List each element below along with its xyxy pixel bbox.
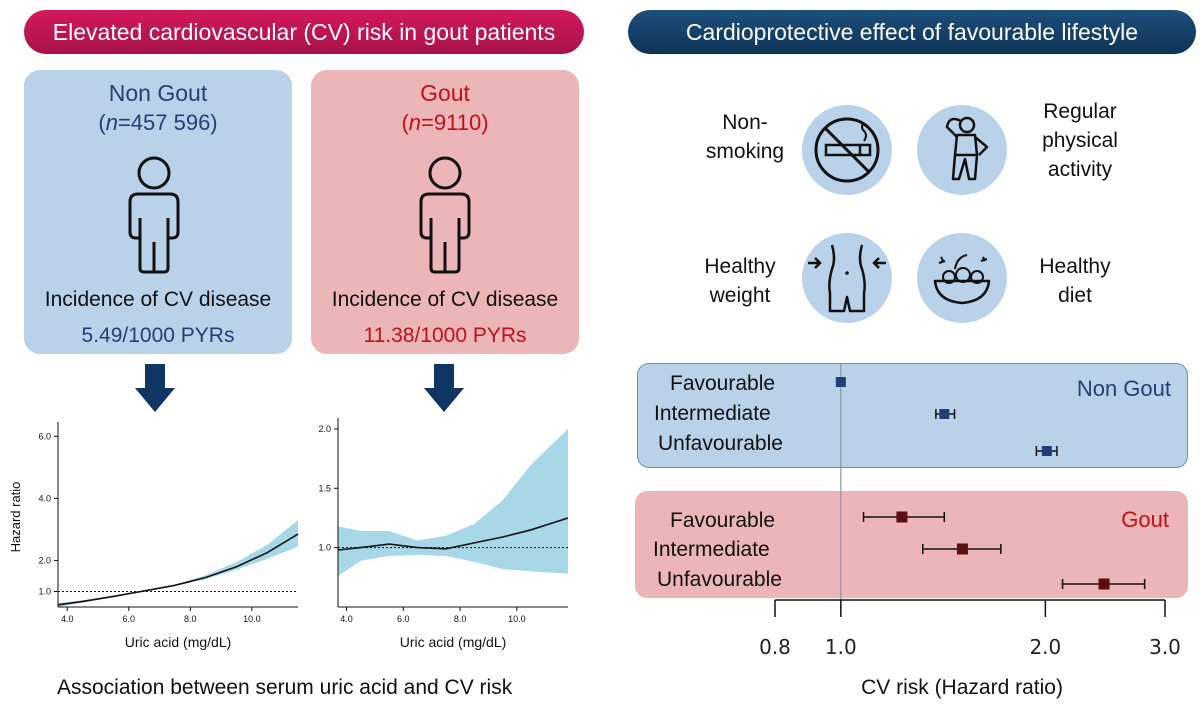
non-gout-spline-x-tick-label: 10.0 <box>243 614 261 624</box>
gout-n-value: =9110) <box>421 110 489 135</box>
forest-x-tick-label: 1.0 <box>825 635 857 659</box>
gout-incidence-rate: 11.38/1000 PYRs <box>363 324 527 347</box>
down-arrow-icon <box>424 364 464 412</box>
gout-spline-chart: 4.0 6.0 8.0 10.0 1.0 1.5 2.0 Uric acid (mg/dL) <box>318 418 569 650</box>
non-gout-sample-size: (n=457 596) <box>24 110 292 136</box>
physical-activity-label: Regular physical activity <box>1030 97 1130 184</box>
activity-line-2: physical <box>1042 129 1118 152</box>
left-section-header: Elevated cardiovascular (CV) risk in gou… <box>24 10 584 54</box>
forest-x-tick-label: 3.0 <box>1149 635 1181 659</box>
non-gout-spline-y-tick-label: 6.0 <box>38 431 51 441</box>
non-gout-band: Non Gout Favourable Intermediate Unfavou… <box>637 363 1188 468</box>
forest-point <box>1098 578 1110 590</box>
non-gout-incidence-rate: 5.49/1000 PYRs <box>81 324 235 347</box>
non-gout-intermediate-label: Intermediate <box>654 402 771 425</box>
non-gout-n-symbol: n <box>105 110 118 135</box>
non-gout-spline-y-tick-label: 1.0 <box>38 586 51 596</box>
gout-sample-size: (n=9110) <box>311 110 579 136</box>
diet-line-2: diet <box>1058 284 1092 307</box>
non-gout-spline-x-axis-label: Uric acid (mg/dL) <box>125 634 232 650</box>
gout-intermediate-label: Intermediate <box>653 538 770 561</box>
gout-group-label: Gout <box>1121 507 1169 532</box>
non-smoking-icon-circle <box>802 105 892 195</box>
forest-x-tick-label: 2.0 <box>1029 635 1061 659</box>
non-smoking-line-1: Non- <box>722 111 768 134</box>
gout-spline-x-axis-label: Uric acid (mg/dL) <box>400 634 507 650</box>
forest-plot: 0.8 1.0 2.0 3.0 CV risk (Hazard ratio) <box>759 363 1181 699</box>
non-gout-title: Non Gout <box>108 80 208 106</box>
non-gout-spline-estimate-line <box>57 533 299 606</box>
gout-unfavourable-label: Unfavourable <box>657 568 782 591</box>
non-gout-spline-y-tick-label: 2.0 <box>38 555 51 565</box>
gout-favourable-label: Favourable <box>670 509 776 532</box>
forest-point <box>1041 446 1052 456</box>
non-gout-spline-ci-band <box>58 520 298 607</box>
healthy-weight-label: Healthy weight <box>690 252 790 310</box>
forest-point <box>896 511 908 523</box>
waist-measure-icon <box>808 244 886 313</box>
healthy-weight-icon-circle <box>802 233 892 323</box>
gout-spline-x-tick-label: 10.0 <box>508 614 526 624</box>
non-gout-favourable-label: Favourable <box>670 372 776 395</box>
gout-spline-estimate-line <box>337 517 569 551</box>
forest-x-axis-label: CV risk (Hazard ratio) <box>861 676 1063 699</box>
gout-incidence-label: Incidence of CV disease <box>331 288 559 311</box>
non-gout-spline-chart: 4.0 6.0 8.0 10.0 1.0 2.0 4.0 6.0 Uric acid (mg/d… <box>8 422 299 650</box>
down-arrow-icon <box>135 364 175 412</box>
non-gout-spline-y-axis-label: Hazard ratio <box>8 482 23 553</box>
diet-line-1: Healthy <box>1039 255 1111 278</box>
healthy-diet-label: Healthy diet <box>1030 252 1120 310</box>
activity-line-3: activity <box>1047 158 1113 181</box>
non-gout-spline-x-tick-label: 6.0 <box>123 614 136 624</box>
gout-spline-ci-band <box>338 428 568 577</box>
gout-spline-y-tick-label: 1.5 <box>318 483 331 493</box>
gout-card: Gout (n=9110) Incidence of CV disease 11… <box>311 70 579 354</box>
healthy-diet-icon-circle <box>917 233 1007 323</box>
gout-spline-x-tick-label: 8.0 <box>454 614 467 624</box>
person-icon <box>128 156 180 274</box>
non-gout-spline-y-tick-label: 4.0 <box>38 493 51 503</box>
forest-point <box>956 543 968 555</box>
gout-spline-y-tick-label: 1.0 <box>318 543 331 553</box>
non-smoking-line-2: smoking <box>705 140 785 163</box>
right-section-header: Cardioprotective effect of favourable li… <box>628 10 1196 54</box>
non-gout-card: Non Gout (n=457 596) Incidence of CV dis… <box>24 70 292 354</box>
non-gout-spline-x-tick-label: 4.0 <box>61 614 74 624</box>
non-gout-n-value: =457 596) <box>117 110 218 135</box>
non-gout-group-label: Non Gout <box>1076 376 1171 401</box>
gout-n-open: ( <box>401 110 409 135</box>
non-smoking-label: Non- smoking <box>700 108 790 166</box>
gout-title: Gout <box>420 80 470 106</box>
weight-line-2: weight <box>709 284 771 307</box>
gout-band: Gout Favourable Intermediate Unfavourabl… <box>635 491 1188 598</box>
left-caption: Association between serum uric acid and … <box>57 676 513 699</box>
activity-line-1: Regular <box>1043 100 1117 123</box>
weight-line-1: Healthy <box>704 255 776 278</box>
salad-bowl-icon <box>933 254 991 305</box>
non-gout-spline-x-tick-label: 8.0 <box>184 614 197 624</box>
gout-n-symbol: n <box>408 110 422 135</box>
non-gout-unfavourable-label: Unfavourable <box>658 432 783 455</box>
forest-x-tick-label: 0.8 <box>759 635 791 659</box>
non-gout-incidence-label: Incidence of CV disease <box>44 288 272 311</box>
person-icon <box>419 156 471 274</box>
gout-spline-x-tick-label: 4.0 <box>340 614 353 624</box>
exercise-icon <box>945 116 989 181</box>
forest-point <box>939 409 950 419</box>
forest-point <box>835 377 846 387</box>
non-gout-n-open: ( <box>98 110 106 135</box>
gout-spline-y-tick-label: 2.0 <box>318 424 331 434</box>
physical-activity-icon-circle <box>917 105 1007 195</box>
no-smoking-icon <box>814 117 880 183</box>
gout-spline-x-tick-label: 6.0 <box>397 614 410 624</box>
